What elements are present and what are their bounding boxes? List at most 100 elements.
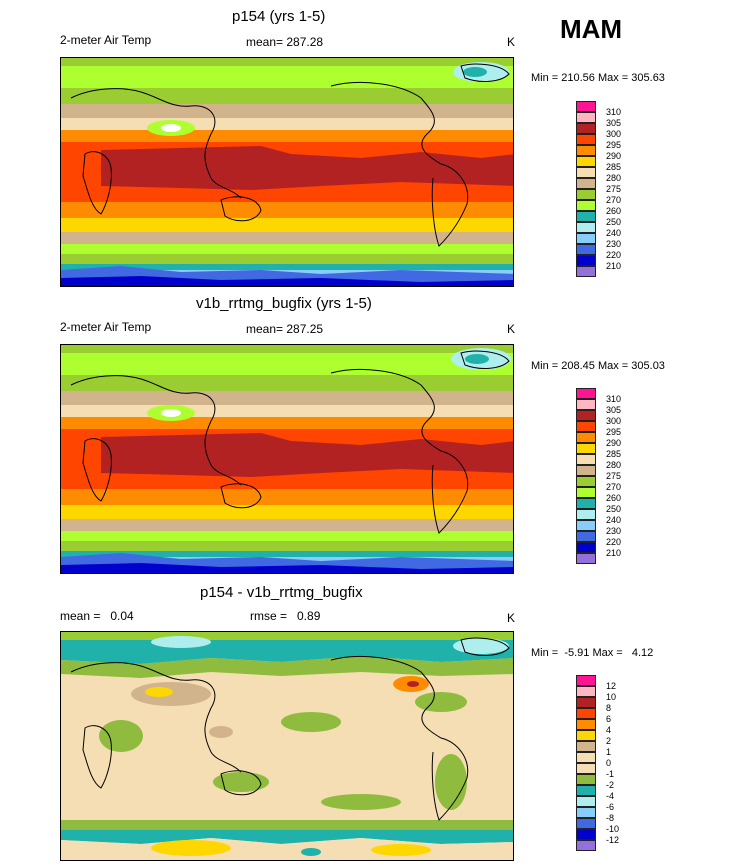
- colorbar-2-box: [576, 399, 596, 410]
- colorbar-1-label: 240: [606, 228, 622, 238]
- colorbar-2-label: 270: [606, 482, 622, 492]
- colorbar-1-box: [576, 145, 596, 156]
- panel-3-title: p154 - v1b_rrtmg_bugfix: [200, 584, 363, 601]
- colorbar-3-box: [576, 730, 596, 741]
- colorbar-2-label: 250: [606, 504, 622, 514]
- colorbar-1-box: [576, 244, 596, 255]
- panel-3-rmse-label: rmse = 0.89: [250, 609, 321, 623]
- band-280: [61, 118, 513, 130]
- colorbar-1-box: [576, 101, 596, 112]
- colorbar-2-box: [576, 553, 596, 564]
- colorbar-2-label: 210: [606, 548, 622, 558]
- panel-1-units-label: K: [507, 35, 516, 49]
- panel-1-temperature-map: [60, 57, 514, 287]
- colorbar-1-label: 275: [606, 184, 622, 194]
- colorbar-2-label: 305: [606, 405, 622, 415]
- band-warm-pool: [101, 146, 513, 190]
- colorbar-1-label: 210: [606, 261, 622, 271]
- colorbar-3-label: 6: [606, 714, 612, 724]
- band-north-temperate: [61, 104, 513, 118]
- band-south-260: [61, 264, 513, 270]
- colorbar-3-box: [576, 752, 596, 763]
- band-north-high: [61, 66, 513, 88]
- colorbar-2-box: [576, 520, 596, 531]
- panel-1-variable-label: 2-meter Air Temp: [60, 33, 152, 47]
- band-south-mid: [61, 244, 513, 254]
- colorbar-2-label: 280: [606, 460, 622, 470]
- colorbar-3-box: [576, 796, 596, 807]
- coastlines: [70, 637, 510, 821]
- colorbar-2-label: 285: [606, 449, 622, 459]
- colorbar-1-label: 295: [606, 140, 622, 150]
- colorbar-1-box: [576, 178, 596, 189]
- colorbar-3-label: -12: [606, 835, 620, 845]
- colorbar-3-box: [576, 807, 596, 818]
- colorbar-2-box: [576, 531, 596, 542]
- panel-2-minmax-label: Min = 208.45 Max = 305.03: [531, 360, 665, 372]
- colorbar-1-box: [576, 123, 596, 134]
- colorbar-3-box: [576, 675, 596, 686]
- band-south-subtropic: [61, 202, 513, 218]
- panel-1-mean-label: mean= 287.28: [246, 35, 324, 49]
- colorbar-1-label: 220: [606, 250, 622, 260]
- colorbar-2-box: [576, 476, 596, 487]
- panel-2-variable-label: 2-meter Air Temp: [60, 320, 152, 334]
- colorbar-2-box: [576, 465, 596, 476]
- panel-2-mean-label: mean= 287.25: [246, 322, 324, 336]
- colorbar-1-label: 310: [606, 107, 622, 117]
- colorbar-3-label: 12: [606, 681, 617, 691]
- panel-3-difference-map: [60, 631, 514, 861]
- colorbar-2-box: [576, 509, 596, 520]
- colorbar-1-box: [576, 200, 596, 211]
- colorbar-2-box: [576, 388, 596, 399]
- band-north-subtropic: [61, 130, 513, 142]
- colorbar-2-label: 220: [606, 537, 622, 547]
- colorbar-2-box: [576, 487, 596, 498]
- colorbar-1-box: [576, 156, 596, 167]
- colorbar-1-box: [576, 211, 596, 222]
- colorbar-3-label: 2: [606, 736, 612, 746]
- colorbar-1-box: [576, 134, 596, 145]
- colorbar-2-label: 240: [606, 515, 622, 525]
- colorbar-1-box: [576, 233, 596, 244]
- colorbar-1-label: 280: [606, 173, 622, 183]
- colorbar-2-box: [576, 421, 596, 432]
- colorbar-1-box: [576, 167, 596, 178]
- season-label: MAM: [560, 14, 623, 44]
- colorbar-1-box: [576, 112, 596, 123]
- colorbar-3-box: [576, 774, 596, 785]
- colorbar-2-label: 310: [606, 394, 622, 404]
- colorbar-2-box: [576, 454, 596, 465]
- colorbar-3-box: [576, 785, 596, 796]
- colorbar-1-label: 305: [606, 118, 622, 128]
- panel-2-title: v1b_rrtmg_bugfix (yrs 1-5): [196, 295, 372, 312]
- colorbar-3-label: 1: [606, 747, 612, 757]
- colorbar-1-box: [576, 222, 596, 233]
- colorbar-3-box: [576, 741, 596, 752]
- colorbar-2-box: [576, 410, 596, 421]
- colorbar-1-label: 260: [606, 206, 622, 216]
- colorbar-2-box: [576, 498, 596, 509]
- colorbar-3-label: 10: [606, 692, 617, 702]
- colorbar-1-box: [576, 255, 596, 266]
- colorbar-1-box: [576, 189, 596, 200]
- colorbar-3-box: [576, 697, 596, 708]
- colorbar-3-label: 4: [606, 725, 612, 735]
- band-south-temperate: [61, 232, 513, 244]
- band-south-285: [61, 218, 513, 232]
- band-south-270: [61, 254, 513, 264]
- panel-3-minmax-label: Min = -5.91 Max = 4.12: [531, 647, 654, 659]
- colorbar-2-label: 230: [606, 526, 622, 536]
- colorbar-3-box: [576, 829, 596, 840]
- coastlines: [70, 63, 510, 247]
- colorbar-2-label: 295: [606, 427, 622, 437]
- panel-2-temperature-map: [60, 344, 514, 574]
- band-antarctic-deep: [61, 276, 513, 286]
- colorbar-2-label: 290: [606, 438, 622, 448]
- colorbar-2-box: [576, 542, 596, 553]
- colorbar-3-box: [576, 818, 596, 829]
- panel-3-units-label: K: [507, 611, 516, 625]
- colorbar-3-box: [576, 840, 596, 851]
- colorbar-3-label: -2: [606, 780, 615, 790]
- panel-1-minmax-label: Min = 210.56 Max = 305.63: [531, 72, 665, 84]
